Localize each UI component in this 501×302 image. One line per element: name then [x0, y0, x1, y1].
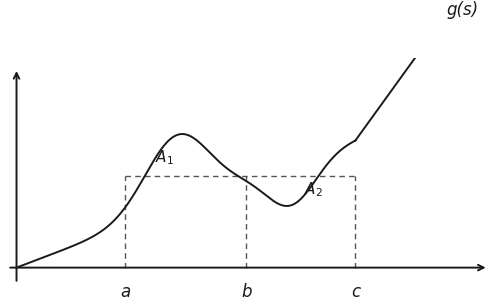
- Text: c: c: [350, 283, 359, 300]
- Text: g(s): g(s): [445, 1, 477, 19]
- Text: a: a: [120, 283, 130, 300]
- Text: $A_2$: $A_2$: [303, 180, 322, 198]
- Text: $A_1$: $A_1$: [155, 148, 174, 167]
- Text: b: b: [241, 283, 251, 300]
